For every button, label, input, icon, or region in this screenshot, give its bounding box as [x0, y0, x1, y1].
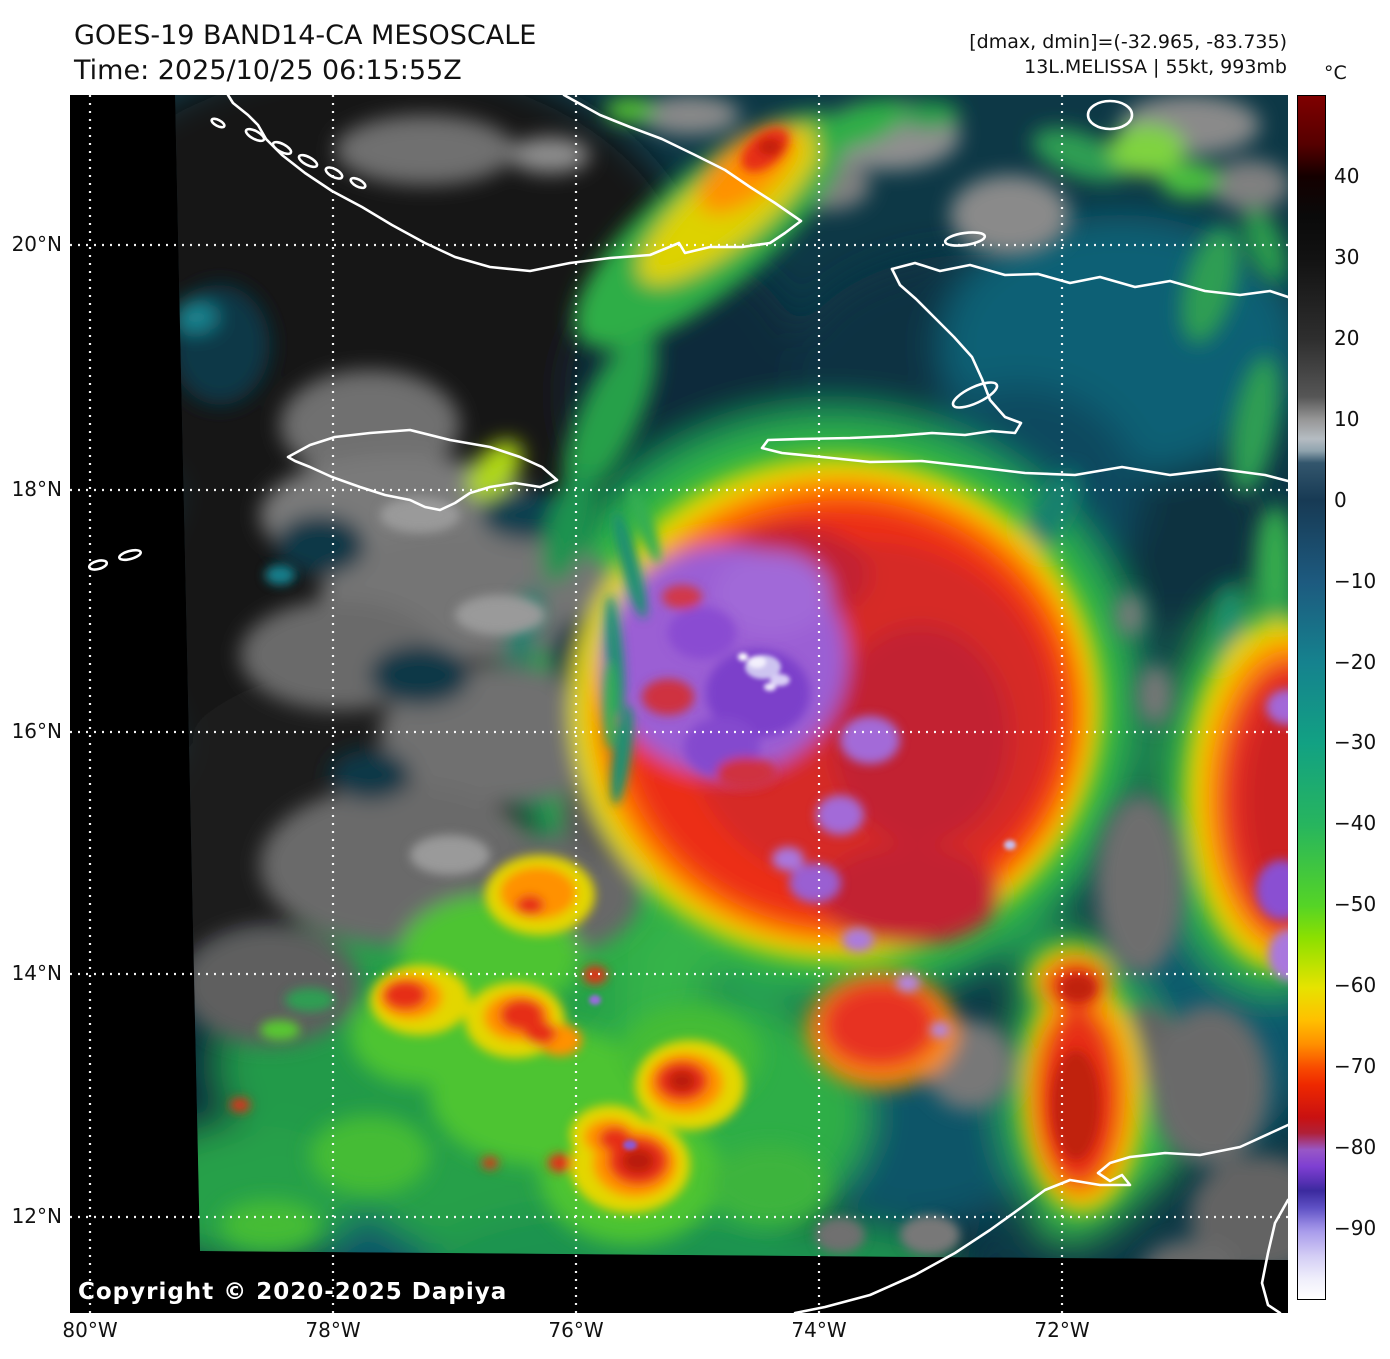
lat-label-20n: 20°N — [11, 232, 62, 256]
copyright-watermark: Copyright © 2020-2025 Dapiya — [78, 1279, 508, 1305]
colorbar-tick: 20 — [1334, 326, 1360, 350]
lon-label-78w: 78°W — [305, 1318, 361, 1342]
cay-icon — [271, 140, 293, 156]
colorbar-tick: −10 — [1334, 569, 1377, 593]
colorbar-tick: −20 — [1334, 650, 1377, 674]
colorbar-tick: 10 — [1334, 407, 1360, 431]
colorbar-tick: −40 — [1334, 811, 1377, 835]
figure-info: [dmax, dmin]=(-32.965, -83.735) 13L.MELI… — [969, 30, 1287, 80]
lon-label-72w: 72°W — [1034, 1318, 1090, 1342]
south-america-coastline — [793, 1123, 1288, 1313]
satellite-map: Copyright © 2020-2025 Dapiya — [70, 95, 1288, 1313]
hispaniola-coastline — [890, 261, 1288, 299]
lat-label-16n: 16°N — [11, 719, 62, 743]
cay-icon — [244, 127, 266, 143]
colorbar-tick: 40 — [1334, 164, 1360, 188]
cay-icon — [297, 153, 319, 169]
cuba-coastline — [226, 95, 803, 273]
colorbar-tick: −90 — [1334, 1216, 1377, 1240]
temperature-colorbar — [1297, 95, 1326, 1300]
tortuga-island-icon — [943, 231, 987, 247]
colorbar-tick: 0 — [1334, 488, 1347, 512]
colorbar-tick: −80 — [1334, 1135, 1377, 1159]
jamaica-coastline — [286, 428, 559, 512]
figure-header: GOES-19 BAND14-CA MESOSCALE Time: 2025/1… — [74, 18, 536, 88]
colorbar-tick: 30 — [1334, 245, 1360, 269]
colorbar-tick: −30 — [1334, 730, 1377, 754]
storm-status-readout: 13L.MELISSA | 55kt, 993mb — [1024, 56, 1287, 78]
colorbar-tick: −60 — [1334, 973, 1377, 997]
colorbar-unit-label: °C — [1324, 62, 1347, 84]
cay-icon — [349, 176, 367, 190]
coastline-overlay — [87, 95, 1288, 1313]
gonave-island-icon — [951, 381, 999, 409]
colorbar-tick: −70 — [1334, 1054, 1377, 1078]
dmax-dmin-readout: [dmax, dmin]=(-32.965, -83.735) — [969, 31, 1287, 53]
ir-data-region — [175, 95, 1288, 1260]
cay-icon — [118, 548, 142, 562]
lat-label-12n: 12°N — [11, 1204, 62, 1228]
cay-icon — [210, 117, 226, 129]
satellite-imagery — [70, 95, 1288, 1313]
haiti-coastline — [760, 267, 1288, 483]
graticule-grid — [70, 95, 1288, 1313]
lon-label-80w: 80°W — [62, 1318, 118, 1342]
lat-label-18n: 18°N — [11, 477, 62, 501]
lon-label-74w: 74°W — [791, 1318, 847, 1342]
timestamp: Time: 2025/10/25 06:15:55Z — [74, 55, 462, 86]
inagua-island-icon — [1086, 99, 1134, 131]
lat-label-14n: 14°N — [11, 961, 62, 985]
colorbar-tick: −50 — [1334, 892, 1377, 916]
lon-label-76w: 76°W — [548, 1318, 604, 1342]
venezuela-coastline — [1260, 1198, 1288, 1313]
page-title: GOES-19 BAND14-CA MESOSCALE — [74, 20, 537, 51]
